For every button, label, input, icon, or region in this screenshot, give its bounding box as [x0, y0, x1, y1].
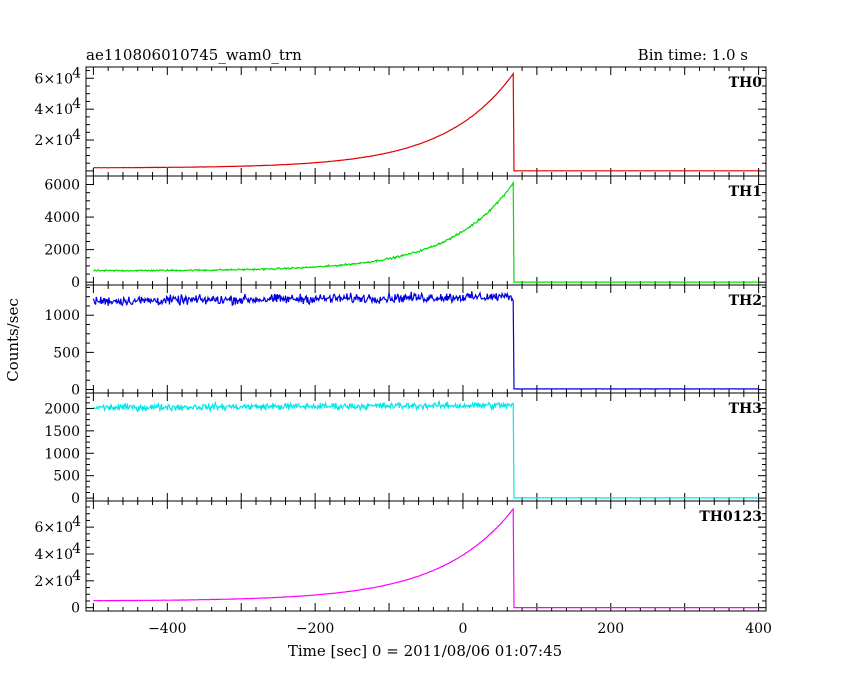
y-tick-label: 4×10 — [35, 547, 73, 563]
y-tick-label: 0 — [71, 491, 80, 507]
y-tick-label-exponent: 4 — [72, 541, 81, 557]
x-tick-label: 400 — [745, 621, 772, 637]
x-axis-title: Time [sec] 0 = 2011/08/06 01:07:45 — [288, 642, 562, 660]
y-tick-label-exponent: 4 — [72, 65, 81, 81]
y-tick-label: 2000 — [44, 243, 80, 259]
y-tick-label: 1000 — [44, 446, 80, 462]
y-tick-label: 500 — [53, 345, 80, 361]
y-axis-title: Counts/sec — [4, 298, 22, 382]
x-tick-label: −200 — [296, 621, 334, 637]
y-tick-label: 0 — [71, 601, 80, 617]
y-tick-label-exponent: 4 — [72, 127, 81, 143]
y-tick-label-exponent: 4 — [72, 96, 81, 112]
y-tick-label: 1500 — [44, 424, 80, 440]
panel-label-th1: TH1 — [729, 184, 762, 200]
y-tick-label: 4×10 — [35, 102, 73, 118]
y-tick-label: 6×10 — [35, 520, 73, 536]
panel-th0123: 02×10 44×10 46×10 4 TH0123−400 −200 0 200 400 — [35, 500, 772, 637]
y-tick-label: 2000 — [44, 401, 80, 417]
series-line-th0 — [93, 71, 759, 172]
panel-label-th3: TH3 — [729, 401, 762, 417]
panel-frame-th3 — [85, 392, 767, 502]
y-tick-label-exponent: 4 — [72, 514, 81, 530]
x-tick-label: 200 — [597, 621, 624, 637]
panel-label-th0: TH0 — [729, 75, 763, 91]
panel-frame-th0 — [85, 66, 767, 177]
panel-frame-th0123 — [85, 500, 767, 612]
panel-label-th0123: TH0123 — [699, 509, 762, 525]
panel-th1: 0 2000 4000 6000 TH1 — [44, 175, 767, 291]
panel-frame-th1 — [85, 175, 767, 286]
chart-title: ae110806010745_wam0_trn — [86, 46, 302, 64]
y-tick-label: 6000 — [44, 178, 80, 194]
y-tick-label: 500 — [53, 469, 80, 485]
y-tick-label: 2×10 — [35, 133, 73, 149]
panel-th2: 0 500 1000 TH2 — [44, 284, 767, 399]
series-line-th2 — [92, 290, 759, 390]
panel-th3: 0 500 1000 1500 2000 TH3 — [44, 392, 767, 507]
bin-time-label: Bin time: 1.0 s — [638, 46, 748, 64]
x-tick-label: 0 — [458, 621, 467, 637]
y-tick-label: 0 — [71, 383, 80, 399]
y-tick-label: 4000 — [44, 210, 80, 226]
x-tick-label: −400 — [148, 621, 186, 637]
series-line-th1 — [93, 180, 759, 283]
series-line-th0123 — [93, 507, 759, 609]
y-tick-label: 2×10 — [35, 574, 73, 590]
y-tick-label: 0 — [71, 275, 80, 291]
panel-label-th2: TH2 — [729, 293, 762, 309]
series-line-th3 — [93, 400, 759, 499]
y-tick-label-exponent: 4 — [72, 568, 81, 584]
y-tick-label: 6×10 — [35, 71, 73, 87]
y-tick-label: 1000 — [44, 308, 80, 324]
